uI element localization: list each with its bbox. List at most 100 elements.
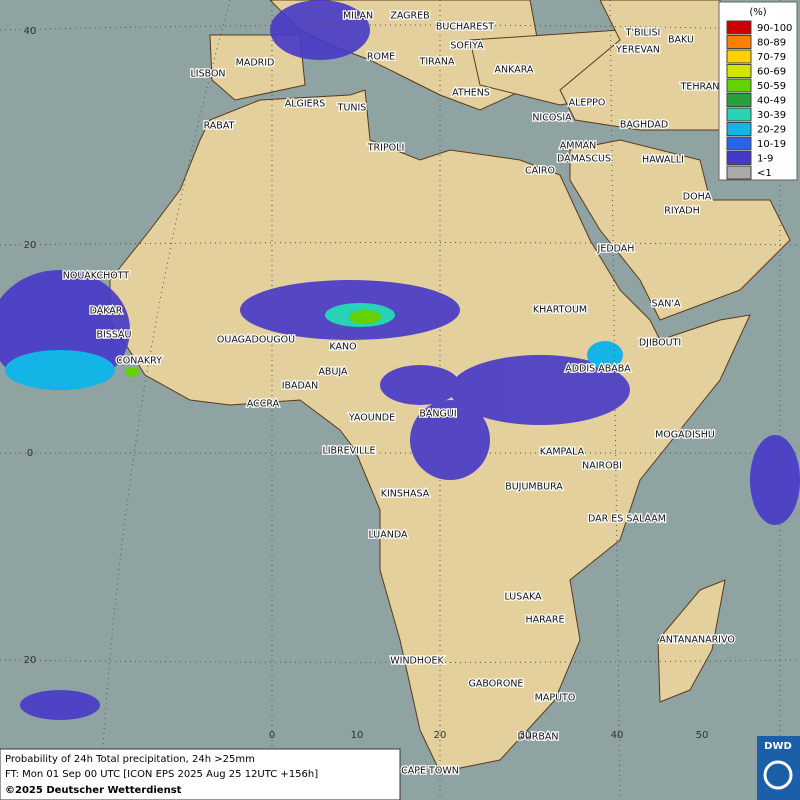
- legend-label: 30-39: [757, 110, 786, 121]
- legend-label: 1-9: [757, 154, 773, 165]
- city-label: BISSAU: [96, 330, 131, 341]
- legend-swatch: [726, 165, 752, 180]
- lon-label: 0: [269, 730, 275, 741]
- footer-line: Probability of 24h Total precipitation, …: [5, 754, 255, 765]
- city-label: ATHENS: [452, 88, 490, 99]
- lat-label: 40: [24, 26, 37, 37]
- city-label: WINDHOEK: [390, 656, 444, 667]
- legend-label: 70-79: [757, 52, 786, 63]
- footer-line: ©2025 Deutscher Wetterdienst: [5, 785, 182, 796]
- city-label: BUJUMBURA: [505, 482, 563, 493]
- graticule-labels: 40 20 0 20 0 10 20 30 40 50: [24, 26, 709, 741]
- city-label: SAN'A: [652, 299, 681, 310]
- legend-swatch: [726, 49, 752, 64]
- city-label: IBADAN: [282, 381, 319, 392]
- legend-label: 40-49: [757, 96, 786, 107]
- city-label: LIBREVILLE: [322, 446, 375, 457]
- precipitation-high: [5, 303, 623, 390]
- city-label: BANGUI: [419, 409, 456, 420]
- city-label: TRIPOLI: [367, 143, 405, 154]
- city-label: ANKARA: [495, 65, 534, 76]
- legend-label: 50-59: [757, 81, 786, 92]
- city-label: ADDIS ABABA: [565, 364, 631, 375]
- city-label: NOUAKCHOTT: [63, 271, 130, 282]
- city-label: T'BILISI: [625, 28, 661, 39]
- city-label: ALGIERS: [285, 99, 326, 110]
- city-label: ZAGREB: [390, 11, 429, 22]
- lon-label: 10: [351, 730, 364, 741]
- logo: DWD: [764, 741, 792, 752]
- city-label: DAKAR: [90, 306, 123, 317]
- city-label: ANTANANARIVO: [659, 635, 735, 646]
- city-label: DAR ES SALAAM: [588, 514, 666, 525]
- lon-label: 30: [519, 730, 532, 741]
- city-label: DURBAN: [518, 732, 559, 743]
- city-label: HARARE: [526, 615, 565, 626]
- city-label: TUNIS: [337, 103, 367, 114]
- legend-label: 10-19: [757, 139, 786, 150]
- legend-label: 80-89: [757, 38, 786, 49]
- footer-box: [0, 748, 401, 800]
- city-label: MOGADISHU: [655, 430, 715, 441]
- city-label: SOFIYA: [450, 41, 484, 52]
- legend-swatch: [726, 122, 752, 136]
- city-label: YAOUNDE: [348, 413, 395, 424]
- city-labels: MILAN ZAGREB BUCHAREST T'BILISI BAKU SOFIYA YE…: [62, 9, 737, 778]
- city-label: ABUJA: [318, 367, 348, 378]
- city-label: KHARTOUM: [533, 305, 587, 316]
- city-label: DJIBOUTI: [639, 338, 681, 349]
- city-label: HAWALLI: [642, 155, 684, 166]
- legend-label: 60-69: [757, 67, 786, 78]
- legend-items: 90-100 80-89 70-79 60-69 50-59 40-49 30-39 20-2…: [726, 20, 792, 180]
- city-label: MADRID: [236, 58, 275, 69]
- city-label: ACCRA: [247, 399, 280, 410]
- legend-swatch: [726, 35, 752, 49]
- city-label: MILAN: [343, 11, 373, 22]
- city-label: KANO: [329, 342, 356, 353]
- lon-label: 20: [434, 730, 447, 741]
- city-label: DAMASCUS: [557, 154, 611, 165]
- legend-swatch: [726, 136, 752, 151]
- lat-label: 20: [24, 655, 37, 666]
- city-label: BUCHAREST: [436, 22, 494, 33]
- city-label: GABORONE: [469, 679, 524, 690]
- city-label: CAPE TOWN: [401, 766, 459, 777]
- legend-swatch: [726, 93, 752, 107]
- city-label: MAPUTO: [535, 693, 576, 704]
- city-label: NICOSIA: [532, 113, 572, 124]
- city-label: BAGHDAD: [620, 120, 668, 131]
- lat-label: 20: [24, 240, 37, 251]
- city-label: ALEPPO: [569, 98, 606, 109]
- legend-label: <1: [757, 168, 772, 179]
- lon-label: 40: [611, 730, 624, 741]
- footer-line: FT: Mon 01 Sep 00 UTC [ICON EPS 2025 Aug…: [5, 769, 318, 780]
- legend-swatch: [726, 107, 752, 122]
- city-label: CAIRO: [525, 166, 555, 177]
- city-label: KAMPALA: [540, 447, 585, 458]
- city-label: BAKU: [668, 35, 694, 46]
- city-label: KINSHASA: [381, 489, 430, 500]
- city-label: AMMAN: [560, 141, 597, 152]
- legend-swatch: [726, 78, 752, 93]
- city-label: RIYADH: [664, 206, 699, 217]
- city-label: NAIROBI: [582, 461, 622, 472]
- legend-label: 20-29: [757, 125, 786, 136]
- city-label: JEDDAH: [597, 244, 635, 255]
- city-label: TIRANA: [419, 57, 455, 68]
- lat-label: 0: [27, 448, 33, 459]
- city-label: OUAGADOUGOU: [217, 335, 295, 346]
- city-label: YEREVAN: [615, 45, 660, 56]
- legend-swatch: [726, 64, 752, 78]
- city-label: CONAKRY: [116, 356, 162, 367]
- legend: (%) 90-100 80-89 70-79 60-69 50-59 40-49 30-39…: [718, 1, 798, 181]
- city-label: RABAT: [204, 121, 235, 132]
- city-label: LISBON: [190, 69, 225, 80]
- legend-swatch: [726, 20, 752, 35]
- city-label: DOHA: [683, 192, 712, 203]
- lon-label: 50: [696, 730, 709, 741]
- legend-swatch: [726, 151, 752, 165]
- city-label: TEHRAN: [680, 82, 720, 93]
- city-label: ROME: [367, 52, 395, 63]
